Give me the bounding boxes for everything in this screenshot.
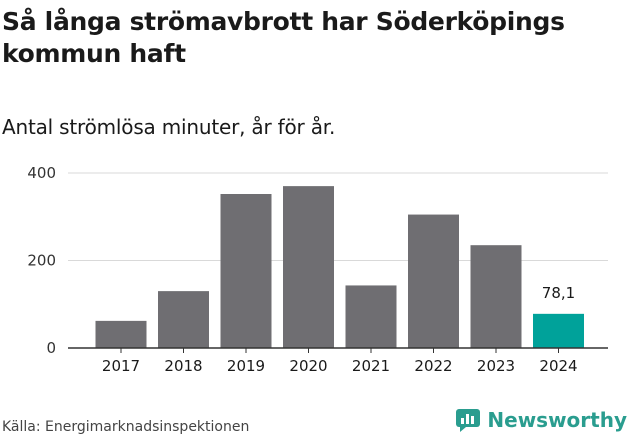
x-tick-label: 2020 xyxy=(289,357,327,375)
bar-2017 xyxy=(95,320,147,348)
y-tick-label: 0 xyxy=(46,339,56,357)
x-tick-label: 2017 xyxy=(102,357,140,375)
x-tick-label: 2018 xyxy=(164,357,202,375)
x-tick-label: 2022 xyxy=(414,357,452,375)
y-tick-label: 200 xyxy=(27,252,56,270)
x-tick-label: 2024 xyxy=(539,357,577,375)
x-tick-label: 2023 xyxy=(477,357,515,375)
bar-chart: 0 200 400 78,1 2017 2018 2019 2020 2021 2022 2023 2… xyxy=(27,164,608,375)
bar-2019 xyxy=(220,194,272,348)
source-note: Källa: Energimarknadsinspektionen xyxy=(2,419,250,435)
bar-2022 xyxy=(408,214,459,348)
newsworthy-logo-icon xyxy=(456,409,481,432)
chart-title: Så långa strömavbrott har Söderköpings k… xyxy=(2,7,565,68)
bar-2021 xyxy=(345,285,397,348)
brand-logo: Newsworthy xyxy=(455,408,627,432)
data-label-2024: 78,1 xyxy=(542,284,575,302)
x-tick-label: 2019 xyxy=(227,357,265,375)
brand-name: Newsworthy xyxy=(487,408,627,432)
bar-2024 xyxy=(533,313,584,348)
bar-2018 xyxy=(158,291,209,348)
y-tick-label: 400 xyxy=(27,164,56,182)
bar-2020 xyxy=(283,186,334,348)
bar-2023 xyxy=(470,245,522,348)
chart-subtitle: Antal strömlösa minuter, år för år. xyxy=(2,115,336,139)
x-tick-label: 2021 xyxy=(352,357,390,375)
